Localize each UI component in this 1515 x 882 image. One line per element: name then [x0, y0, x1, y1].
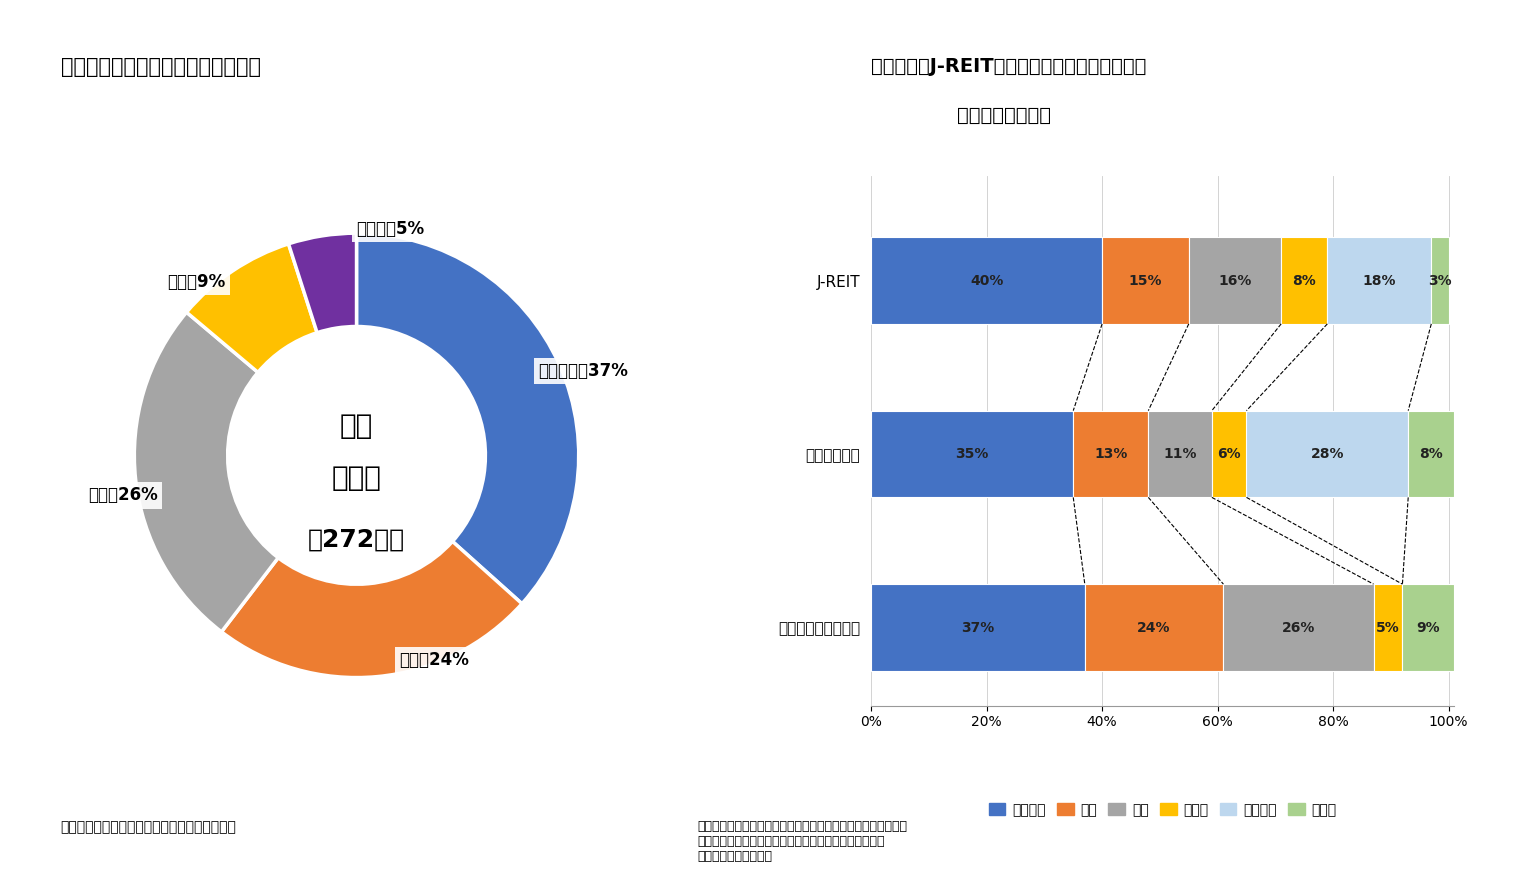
- Bar: [1327, 237, 1432, 324]
- Text: 住宅　24%: 住宅 24%: [400, 651, 470, 669]
- Text: 8%: 8%: [1292, 273, 1317, 288]
- Legend: オフィス, 住宅, 商業, ホテル, 物流施設, その他: オフィス, 住宅, 商業, ホテル, 物流施設, その他: [983, 797, 1342, 822]
- Text: （出所）投資信託協会公表データ、三井住友トラスト基礎研究
所「不動産私募ファンドに関する実態調査」をもとにニ
ッセイ基礎研究所作成: （出所）投資信託協会公表データ、三井住友トラスト基礎研究 所「不動産私募ファンド…: [697, 820, 907, 863]
- Text: （出所）ニッセイ基礎研究所・価値総合研究所: （出所）ニッセイ基礎研究所・価値総合研究所: [61, 820, 236, 834]
- Bar: [1432, 237, 1448, 324]
- Wedge shape: [288, 233, 356, 333]
- Text: 物流　9%: 物流 9%: [168, 273, 226, 291]
- Text: 15%: 15%: [1129, 273, 1162, 288]
- Text: 16%: 16%: [1218, 273, 1251, 288]
- Wedge shape: [356, 233, 579, 603]
- Text: 不動産: 不動産: [332, 464, 382, 491]
- Bar: [1073, 411, 1148, 497]
- Bar: [1282, 237, 1327, 324]
- Bar: [871, 237, 1101, 324]
- Text: ホテル　5%: ホテル 5%: [356, 220, 424, 238]
- Text: 26%: 26%: [1282, 621, 1315, 634]
- Text: 3%: 3%: [1429, 273, 1451, 288]
- Wedge shape: [221, 542, 523, 677]
- Text: 40%: 40%: [970, 273, 1003, 288]
- Text: 13%: 13%: [1094, 447, 1127, 461]
- Bar: [1212, 411, 1247, 497]
- Bar: [1247, 411, 1409, 497]
- Bar: [871, 584, 1085, 671]
- Text: オフィス　37%: オフィス 37%: [538, 362, 629, 380]
- Bar: [1409, 411, 1454, 497]
- Wedge shape: [135, 312, 279, 632]
- Text: 18%: 18%: [1362, 273, 1397, 288]
- Text: 約272兆円: 約272兆円: [308, 527, 405, 552]
- Bar: [1101, 237, 1189, 324]
- Text: 37%: 37%: [962, 621, 994, 634]
- Text: 収益: 収益: [339, 413, 373, 440]
- Text: 35%: 35%: [956, 447, 989, 461]
- Bar: [871, 411, 1073, 497]
- Text: 11%: 11%: [1164, 447, 1197, 461]
- Text: 図表４：「J-REIT」と「不動産私募ファンド」: 図表４：「J-REIT」と「不動産私募ファンド」: [871, 57, 1147, 77]
- Text: 5%: 5%: [1376, 621, 1400, 634]
- Text: 9%: 9%: [1417, 621, 1441, 634]
- Bar: [1189, 237, 1282, 324]
- Text: 24%: 24%: [1138, 621, 1171, 634]
- Bar: [1403, 584, 1454, 671]
- Text: 商業　26%: 商業 26%: [88, 486, 158, 505]
- Text: における投資比率: における投資比率: [957, 106, 1051, 125]
- Bar: [1374, 584, 1403, 671]
- Text: 6%: 6%: [1218, 447, 1241, 461]
- Bar: [1085, 584, 1224, 671]
- Wedge shape: [186, 243, 317, 372]
- Text: 8%: 8%: [1420, 447, 1444, 461]
- Bar: [1148, 411, 1212, 497]
- Text: 28%: 28%: [1310, 447, 1344, 461]
- Text: 図表３：「収益不動産」の市場規模: 図表３：「収益不動産」の市場規模: [61, 57, 261, 78]
- Bar: [1224, 584, 1374, 671]
